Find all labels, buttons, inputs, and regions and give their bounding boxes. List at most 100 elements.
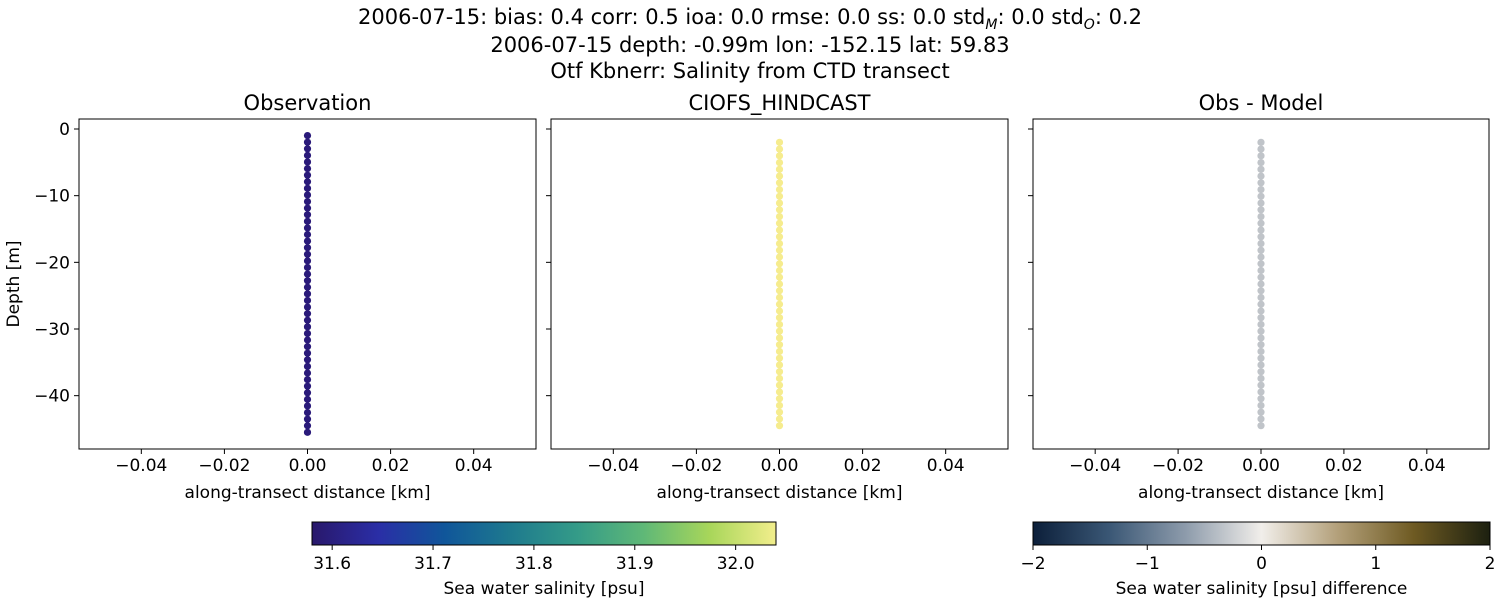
x-axis-label: along-transect distance [km] [657,483,903,503]
data-point [775,273,784,281]
panel-marks [303,132,312,436]
y-axis-ticks [1028,128,1033,397]
colorbar-tick-label: 0 [1256,554,1267,574]
data-point [303,362,312,370]
panel-observation: Observation −0.04 −0.02 0.00 0.02 0.04 0 −10 −… [4,91,537,503]
data-point [303,303,312,311]
data-point [775,388,784,396]
colorbar-difference: −2 −1 0 1 2 Sea water salinity [psu] differe… [1020,521,1495,599]
data-point [1257,334,1265,342]
x-axis-ticks: −0.04 −0.02 0.00 0.02 0.04 [115,449,493,476]
data-point [303,270,312,278]
data-point [303,382,312,390]
data-point [1257,152,1265,160]
data-point [775,408,784,416]
data-point [775,293,784,302]
x-tick-label: −0.04 [587,456,639,476]
panel-model: CIOFS_HINDCAST −0.04 −0.02 0.00 0.02 0.04 al… [546,91,1009,503]
y-tick-label: −30 [34,320,70,340]
data-point [303,283,312,291]
data-point [1257,138,1265,146]
data-point [775,145,784,153]
data-point [1257,280,1265,288]
data-point [775,307,784,315]
data-point [1257,145,1265,153]
title-line-1-main: 2006-07-15: bias: 0.4 corr: 0.5 ioa: 0.0… [358,5,985,29]
data-point [1257,239,1265,248]
data-point [303,316,312,324]
data-point [303,151,312,159]
x-tick-label: −0.02 [670,456,722,476]
data-point [775,374,784,383]
data-point [303,178,312,186]
data-point [775,185,784,194]
panel-difference: Obs - Model −0.04 −0.02 0.00 0.02 0.04 along… [1028,91,1490,503]
data-point [1257,253,1265,261]
y-tick-label: −20 [34,253,70,273]
data-point [303,211,312,219]
data-point [775,246,784,254]
data-point [775,381,784,389]
data-point [1257,314,1265,322]
data-point [303,204,312,212]
data-point [1257,300,1265,308]
data-point [303,336,312,344]
colorbar-ticks: −2 −1 0 1 2 [1020,545,1495,574]
data-point [303,230,312,239]
x-tick-label: 0.02 [372,456,410,476]
data-point [1257,226,1265,234]
x-tick-label: 0.02 [1325,456,1363,476]
figure-title: 2006-07-15: bias: 0.4 corr: 0.5 ioa: 0.0… [358,5,1142,83]
y-axis-label: Depth [m] [4,240,24,327]
data-point [1257,192,1265,200]
data-point [303,343,312,351]
data-point [1257,415,1265,423]
data-point [775,401,784,410]
data-point [1257,293,1265,302]
data-point [303,263,312,272]
data-point [1257,347,1265,356]
data-point [303,145,312,153]
colorbar-tick-label: 31.8 [515,554,553,574]
data-point [303,164,312,173]
x-tick-label: 0.00 [1242,456,1280,476]
data-point [303,323,312,331]
panel-marks [775,138,784,430]
data-point [775,152,784,160]
data-point [1257,212,1265,221]
x-tick-label: −0.04 [1069,456,1121,476]
colorbar-tick-label: 2 [1485,554,1496,574]
data-point [303,422,312,430]
data-point [303,329,312,338]
data-point [1257,374,1265,383]
data-point [775,260,784,268]
data-point [1257,219,1265,227]
data-point [1257,260,1265,268]
x-axis-ticks: −0.04 −0.02 0.00 0.02 0.04 [587,449,965,476]
x-tick-label: 0.04 [455,456,493,476]
data-point [1257,401,1265,410]
x-tick-label: 0.04 [927,456,965,476]
data-point [303,356,312,364]
data-point [775,341,784,349]
data-point [775,327,784,335]
data-point [775,179,784,187]
data-point [303,277,312,285]
data-point [1257,233,1265,241]
colorbar-tick-label: −2 [1020,554,1045,574]
data-point [303,244,312,252]
x-tick-label: −0.02 [198,456,250,476]
data-point [775,334,784,342]
x-tick-label: −0.02 [1152,456,1204,476]
x-tick-label: −0.04 [115,456,167,476]
data-point [1257,266,1265,275]
data-point [775,354,784,362]
colorbar-tick-label: 31.7 [414,554,452,574]
title-sub-m: M [985,17,997,33]
colorbar-ticks: 31.6 31.7 31.8 31.9 32.0 [313,545,755,574]
colorbar-label: Sea water salinity [psu] difference [1116,579,1408,599]
data-point [1257,206,1265,214]
data-point [775,347,784,356]
y-axis-ticks: 0 −10 −20 −30 −40 [34,120,79,407]
